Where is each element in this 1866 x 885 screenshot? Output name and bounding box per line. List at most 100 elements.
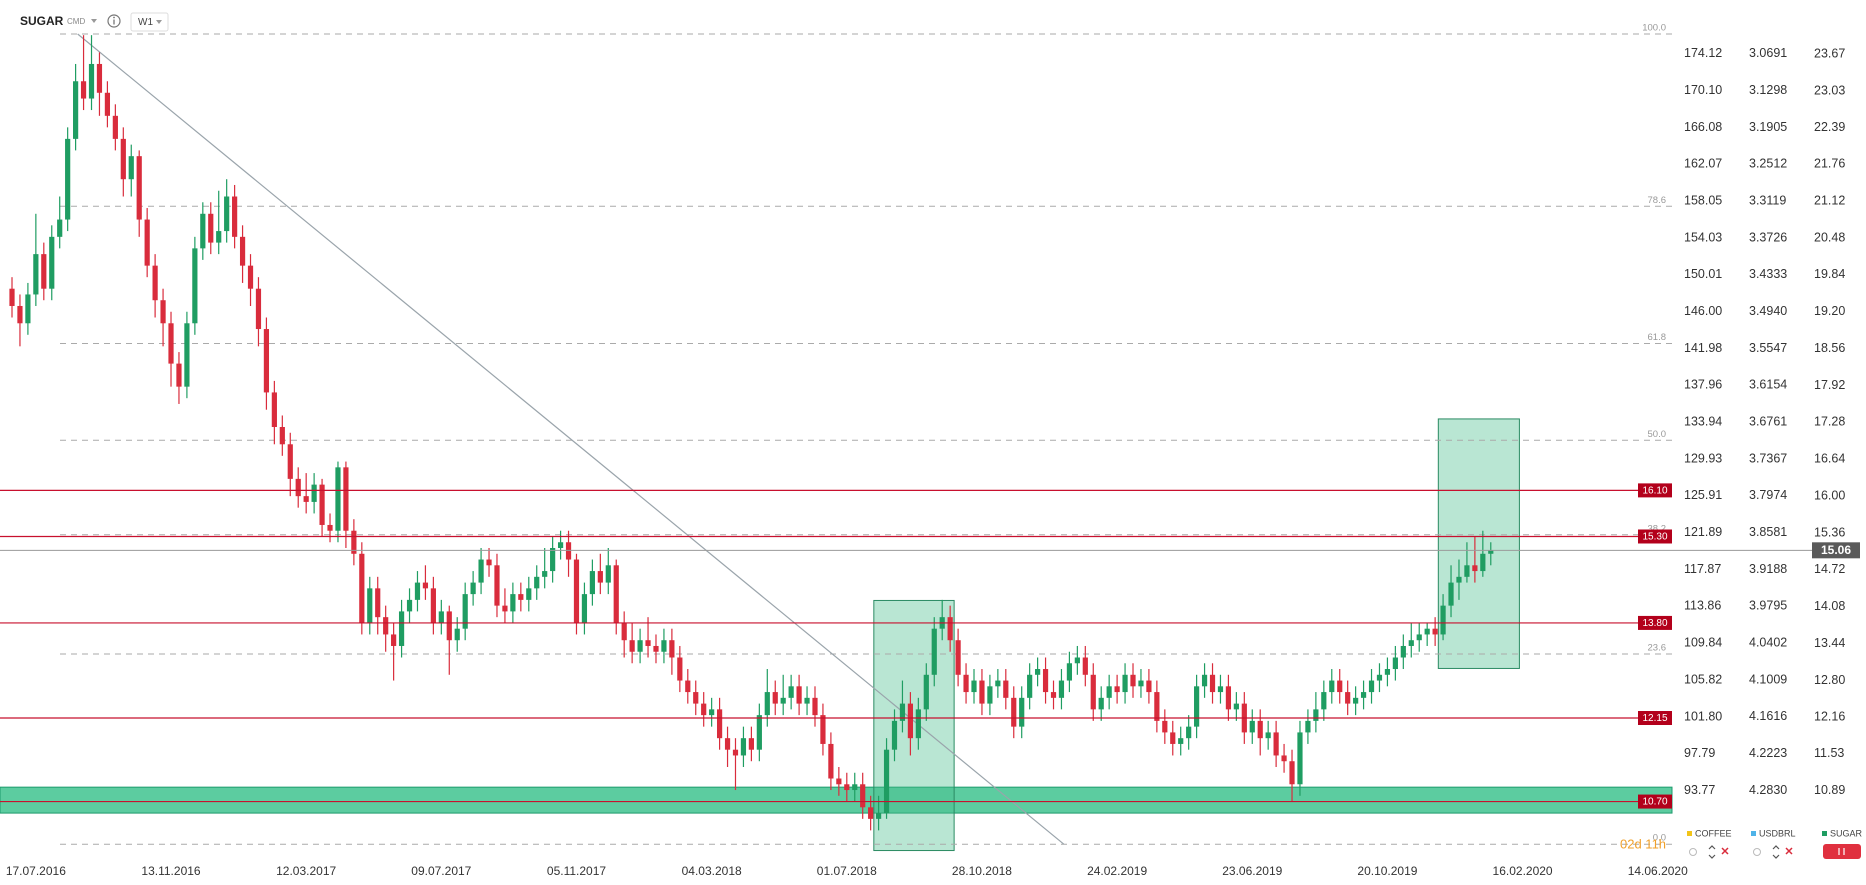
candle-body	[1114, 686, 1120, 693]
candle-body	[1384, 669, 1391, 675]
candle-body	[1464, 565, 1470, 577]
candle-body	[716, 709, 723, 739]
fib-label: 78.6	[1648, 195, 1667, 206]
candle-body	[804, 697, 810, 704]
y-tick-label: 13.44	[1814, 636, 1845, 650]
fib-label: 38.2	[1648, 523, 1667, 534]
candle-body	[232, 196, 238, 237]
x-tick-label: 14.06.2020	[1628, 864, 1688, 878]
candle-body	[295, 478, 301, 497]
candle-body	[573, 559, 580, 623]
candle-body	[65, 138, 71, 220]
candle-body	[327, 524, 333, 531]
candle-body	[1138, 680, 1144, 687]
candle-body	[335, 467, 341, 531]
info-icon[interactable]	[107, 14, 121, 28]
candle-body	[1042, 669, 1049, 693]
market-caret[interactable]	[91, 19, 97, 23]
candle-body	[359, 553, 365, 623]
candle-body	[462, 594, 468, 629]
candle-body	[1217, 686, 1224, 693]
candles-layer	[9, 35, 1494, 831]
y-tick-label: 14.72	[1814, 562, 1845, 576]
candle-body	[33, 254, 39, 295]
y-tick-label: 16.64	[1814, 452, 1845, 466]
legend-eye[interactable]	[1689, 848, 1697, 856]
candle-body	[136, 156, 142, 220]
usdbrl-tick-label: 4.1616	[1749, 709, 1787, 723]
candle-body	[923, 674, 929, 710]
y-tick-label: 23.67	[1814, 46, 1845, 60]
header: SUGAR CMD W1	[20, 12, 169, 32]
candle-body	[1082, 657, 1088, 675]
legend-remove[interactable]	[1721, 847, 1729, 855]
coffee-tick-label: 105.82	[1684, 672, 1722, 686]
candle-body	[510, 594, 516, 612]
usdbrl-tick-label: 3.4940	[1749, 304, 1787, 318]
level-tag	[1638, 711, 1672, 726]
y-tick-label: 16.00	[1814, 488, 1845, 502]
candle-body	[263, 329, 270, 393]
candle-body	[1146, 680, 1152, 693]
candle-body	[1345, 692, 1351, 704]
candle-body	[343, 467, 349, 531]
legend-item[interactable]: USDBRL	[1751, 828, 1796, 859]
candle-body	[303, 496, 309, 502]
legend-item[interactable]: COFFEE	[1687, 828, 1732, 859]
candle-body	[629, 640, 635, 652]
usdbrl-tick-label: 3.7974	[1749, 488, 1787, 502]
candle-body	[271, 392, 277, 427]
legend-active-icon	[1838, 848, 1845, 855]
coffee-tick-label: 137.96	[1684, 378, 1722, 392]
candle-body	[1201, 674, 1208, 687]
candle-body	[724, 738, 731, 750]
level-tag	[1638, 529, 1672, 544]
candle-body	[764, 692, 770, 716]
y-tick-label: 19.84	[1814, 267, 1845, 281]
x-tick-label: 05.11.2017	[547, 864, 606, 878]
candle-body	[653, 645, 659, 652]
interval-dropdown[interactable]	[130, 12, 169, 32]
interval-label: W1	[138, 17, 153, 28]
legend-active-button[interactable]	[1823, 844, 1861, 859]
candle-body	[1289, 761, 1295, 785]
coffee-tick-label: 97.79	[1684, 746, 1715, 760]
candle-body	[955, 640, 961, 675]
candle-body	[192, 248, 198, 324]
coffee-tick-label: 154.03	[1684, 230, 1722, 244]
y-tick-label: 20.48	[1814, 230, 1845, 244]
candle-body	[184, 323, 190, 387]
last-price-label: 15.06	[1821, 543, 1851, 557]
candle-body	[987, 686, 993, 704]
legend-move[interactable]	[1772, 845, 1780, 859]
candle-body	[502, 605, 508, 612]
usdbrl-tick-label: 3.8581	[1749, 525, 1787, 539]
trend-line	[77, 33, 1065, 845]
candle-body	[613, 565, 619, 623]
y-tick-label: 18.56	[1814, 341, 1845, 355]
candle-body	[1368, 680, 1375, 693]
legend-remove[interactable]	[1785, 847, 1793, 855]
coffee-tick-label: 174.12	[1684, 46, 1722, 60]
usdbrl-tick-label: 3.7367	[1749, 451, 1787, 465]
candle-body	[796, 686, 802, 704]
candle-body	[208, 213, 214, 243]
x-tick-label: 01.07.2018	[817, 864, 877, 878]
candle-body	[1154, 692, 1160, 721]
candle-body	[1178, 738, 1184, 744]
candle-body	[255, 288, 262, 330]
candle-body	[534, 576, 540, 589]
legend-item[interactable]: SUGAR	[1822, 828, 1863, 859]
candle-body	[812, 697, 818, 716]
candle-body	[557, 542, 564, 549]
candle-body	[748, 738, 754, 750]
candle-body	[1448, 582, 1454, 606]
legend-move[interactable]	[1708, 845, 1716, 859]
candle-body	[1321, 692, 1327, 710]
candle-body	[1408, 640, 1414, 646]
legend-eye[interactable]	[1753, 848, 1761, 856]
usdbrl-tick-label: 3.9795	[1749, 599, 1787, 613]
back-layer	[0, 33, 1673, 852]
candle-body	[605, 565, 611, 583]
candle-body	[1106, 686, 1112, 698]
